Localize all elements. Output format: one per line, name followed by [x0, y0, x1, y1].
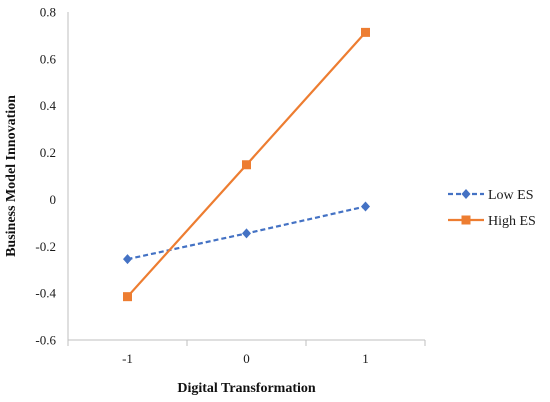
series-low-es — [123, 201, 370, 265]
series-layer — [123, 27, 370, 302]
legend: Low ES High ES — [448, 188, 536, 229]
legend-marker — [461, 215, 471, 225]
legend-marker — [461, 189, 471, 199]
series-high-es — [123, 27, 370, 302]
y-tick-label: -0.4 — [35, 286, 56, 301]
y-tick-labels: -0.6 -0.4 -0.2 0 0.2 0.4 0.6 0.8 — [35, 5, 56, 348]
data-point — [123, 254, 132, 265]
data-point — [361, 27, 370, 37]
legend-label: High ES — [488, 214, 536, 229]
y-tick-label: 0.4 — [40, 98, 57, 113]
y-tick-label: 0.2 — [40, 145, 56, 160]
y-tick-label: 0.6 — [40, 51, 57, 66]
x-tick-label: -1 — [122, 351, 133, 366]
x-axis-ticks — [67, 340, 426, 346]
x-axis-title: Digital Transformation — [177, 381, 316, 396]
axes — [67, 12, 425, 341]
legend-item: High ES — [448, 214, 536, 229]
data-point — [361, 201, 370, 212]
y-tick-label: -0.2 — [35, 239, 56, 254]
y-tick-label: 0 — [50, 192, 57, 207]
data-point — [242, 160, 251, 170]
y-tick-label: -0.6 — [35, 333, 56, 348]
x-tick-label: 1 — [362, 351, 369, 366]
x-tick-labels: -1 0 1 — [122, 351, 369, 366]
legend-item: Low ES — [448, 188, 534, 203]
y-axis-title: Business Model Innovation — [4, 95, 19, 257]
data-point — [123, 292, 132, 302]
legend-label: Low ES — [488, 188, 534, 203]
x-tick-label: 0 — [243, 351, 250, 366]
data-point — [242, 228, 251, 239]
y-tick-label: 0.8 — [40, 5, 56, 20]
